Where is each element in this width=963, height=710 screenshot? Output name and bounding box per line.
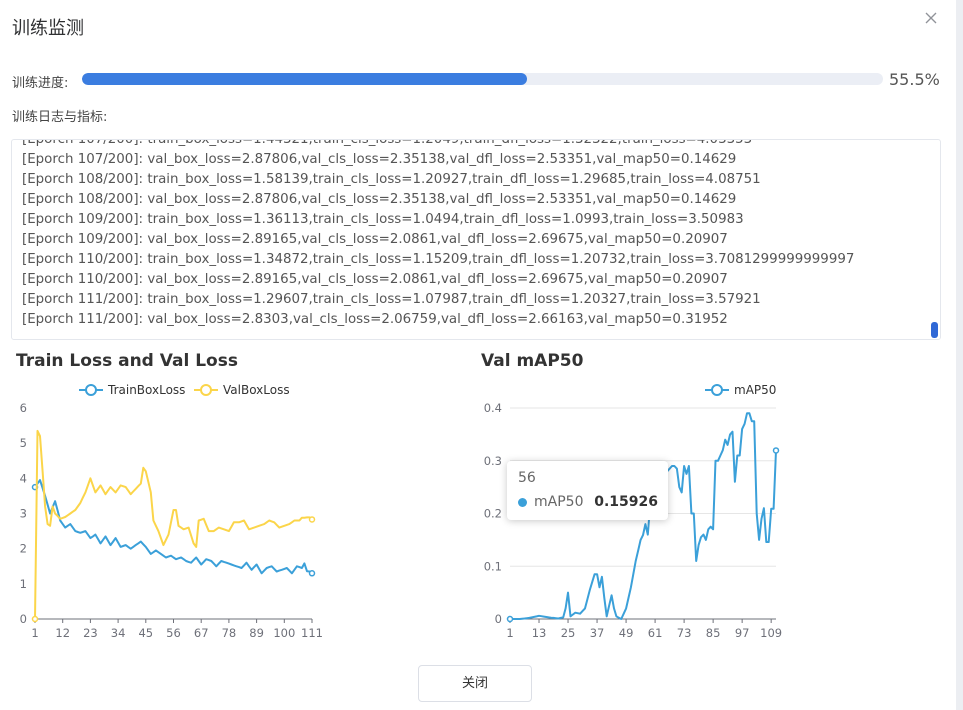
tooltip-value: 0.15926 — [594, 494, 658, 510]
x-tick-label: 111 — [301, 626, 323, 640]
y-tick-label: 1 — [20, 577, 27, 591]
map-chart-title: Val mAP50 — [481, 351, 584, 371]
x-tick-label: 13 — [532, 626, 547, 640]
legend-marker — [85, 384, 97, 396]
x-tick-label: 37 — [590, 626, 605, 640]
y-tick-label: 0.3 — [484, 454, 502, 468]
y-tick-label: 0 — [20, 612, 27, 626]
y-tick-label: 0.1 — [484, 559, 502, 573]
x-tick-label: 61 — [648, 626, 663, 640]
y-tick-label: 0.4 — [484, 401, 502, 415]
legend-label: ValBoxLoss — [223, 383, 290, 397]
dialog-title: 训练监测 — [12, 18, 84, 39]
log-line: [Eporch 111/200]: train_box_loss=1.29607… — [22, 292, 761, 307]
x-tick-label: 49 — [619, 626, 634, 640]
close-icon[interactable] — [922, 9, 940, 27]
series-end-point — [308, 570, 316, 577]
map-chart: 0 0.1 0.2 0.3 0.4 1 13 25 37 49 61 73 85 97 109 mAP50 — [484, 383, 782, 640]
log-line: [Eporch 111/200]: val_box_loss=2.8303,va… — [22, 312, 728, 327]
series-start-point — [31, 615, 39, 623]
legend-label: mAP50 — [734, 383, 776, 397]
series-start-point — [506, 615, 514, 623]
y-tick-label: 0 — [495, 612, 502, 626]
log-line: [Eporch 110/200]: train_box_loss=1.34872… — [22, 252, 855, 267]
close-button[interactable]: 关闭 — [418, 665, 532, 702]
x-tick-label: 45 — [138, 626, 153, 640]
progress-percent: 55.5% — [889, 70, 940, 89]
x-tick-label: 97 — [735, 626, 750, 640]
log-line: [Eporch 108/200]: train_box_loss=1.58139… — [22, 172, 761, 187]
x-tick-label: 100 — [273, 626, 295, 640]
y-tick-label: 5 — [20, 436, 27, 450]
log-scrollbar[interactable] — [931, 322, 938, 338]
y-tick-label: 4 — [20, 471, 27, 485]
x-tick-label: 12 — [55, 626, 70, 640]
chart-tooltip: 56 mAP50 0.15926 — [507, 461, 668, 520]
progress-label: 训练进度: — [12, 76, 69, 91]
tooltip-series-marker — [518, 498, 527, 507]
progress-bar — [82, 73, 883, 85]
loss-chart-title: Train Loss and Val Loss — [16, 351, 238, 371]
window-edge — [956, 0, 963, 710]
x-tick-label: 25 — [561, 626, 576, 640]
log-line: [Eporch 107/200]: val_box_loss=2.87806,v… — [22, 152, 737, 167]
log-line: [Eporch 110/200]: val_box_loss=2.89165,v… — [22, 272, 728, 287]
tooltip-series-name: mAP50 — [534, 494, 584, 510]
log-label: 训练日志与指标: — [12, 110, 108, 125]
x-tick-label: 109 — [760, 626, 782, 640]
x-tick-label: 1 — [31, 626, 38, 640]
x-tick-label: 56 — [166, 626, 181, 640]
tooltip-title: 56 — [518, 470, 536, 486]
x-tick-label: 85 — [706, 626, 721, 640]
series-end-point — [772, 447, 780, 454]
x-tick-label: 78 — [222, 626, 237, 640]
x-tick-label: 34 — [111, 626, 126, 640]
log-line: [Eporch 108/200]: val_box_loss=2.87806,v… — [22, 192, 737, 207]
log-line: [Eporch 109/200]: train_box_loss=1.36113… — [22, 212, 744, 227]
series-end-point — [308, 516, 316, 523]
x-tick-label: 89 — [249, 626, 264, 640]
legend-marker — [200, 384, 212, 396]
x-tick-label: 67 — [194, 626, 209, 640]
log-textarea[interactable]: [Eporch 107/200]: train_box_loss=1.44321… — [11, 139, 941, 340]
y-tick-label: 2 — [20, 542, 27, 556]
series-line — [34, 429, 313, 620]
x-tick-label: 73 — [677, 626, 692, 640]
legend-marker — [711, 384, 723, 396]
progress-fill — [82, 73, 527, 85]
x-tick-label: 1 — [506, 626, 513, 640]
legend-label: TrainBoxLoss — [107, 383, 185, 397]
series-line — [34, 479, 313, 575]
log-line: [Eporch 109/200]: val_box_loss=2.89165,v… — [22, 232, 728, 247]
x-tick-label: 23 — [83, 626, 98, 640]
series-line — [510, 412, 777, 620]
log-lines: [Eporch 107/200]: train_box_loss=1.44321… — [22, 139, 855, 330]
y-tick-label: 3 — [20, 507, 27, 521]
log-line: [Eporch 107/200]: train_box_loss=1.44321… — [22, 139, 753, 147]
y-tick-label: 0.2 — [484, 507, 502, 521]
y-tick-label: 6 — [20, 401, 27, 415]
